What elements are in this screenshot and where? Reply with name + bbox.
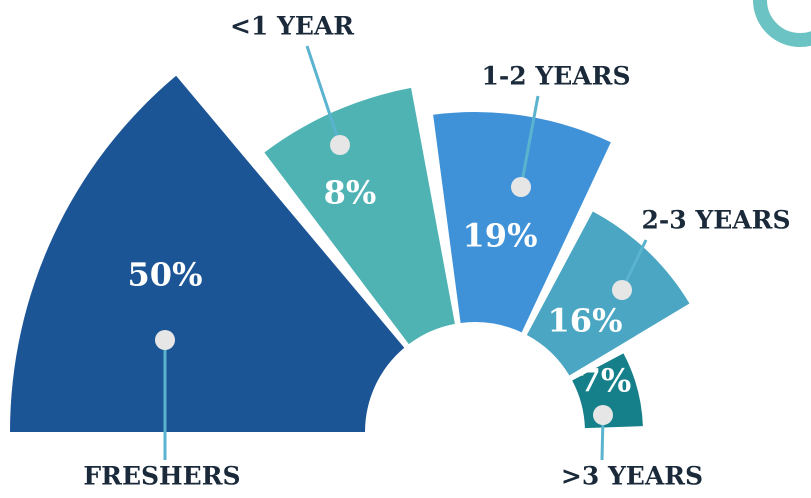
dot: [593, 405, 613, 425]
percent-label: 8%: [324, 174, 377, 212]
percent-label: 16%: [548, 302, 623, 340]
percent-label: 7%: [579, 362, 632, 400]
leader-line: [519, 95, 540, 188]
segment: [433, 112, 611, 333]
category-label: 1-2 YEARS: [482, 62, 631, 91]
segment: [264, 87, 455, 345]
dot: [155, 330, 175, 350]
percent-label: 50%: [128, 256, 203, 294]
dot: [330, 135, 350, 155]
segment: [10, 75, 405, 432]
percent-label: 19%: [463, 217, 538, 255]
segment: [572, 353, 643, 429]
category-label: 2-3 YEARS: [642, 206, 791, 235]
leader-line: [305, 45, 342, 146]
dot: [612, 280, 632, 300]
category-label: >3 YEARS: [561, 462, 703, 491]
decoration: [753, 0, 811, 47]
dot: [511, 177, 531, 197]
segment: [526, 211, 690, 376]
category-label: <1 YEAR: [230, 12, 354, 41]
category-label: FRESHERS: [83, 462, 240, 491]
